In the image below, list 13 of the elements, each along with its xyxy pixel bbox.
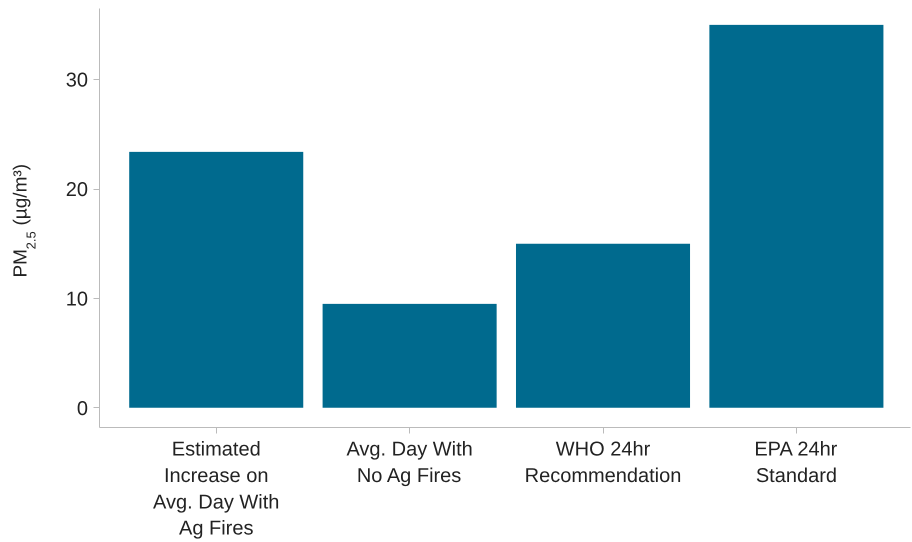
bar: [322, 304, 497, 408]
bar: [709, 24, 884, 408]
y-tick-label: 20: [66, 179, 88, 202]
x-tick-label: EPA 24hr Standard: [754, 438, 838, 487]
y-tick-label: 10: [66, 288, 88, 310]
y-tick-label: 0: [76, 398, 88, 420]
x-tick-label: Estimated Increase on Avg. Day With Ag Fires: [153, 438, 280, 540]
x-tick-label: Avg. Day With No Ag Fires: [346, 438, 473, 487]
x-tick-label: WHO 24hr Recommendation: [524, 438, 682, 487]
y-tick-label: 30: [66, 70, 88, 92]
y-axis-title: PM2.5 (µg/m³): [10, 164, 39, 278]
bar: [516, 244, 690, 408]
bar: [129, 152, 304, 408]
